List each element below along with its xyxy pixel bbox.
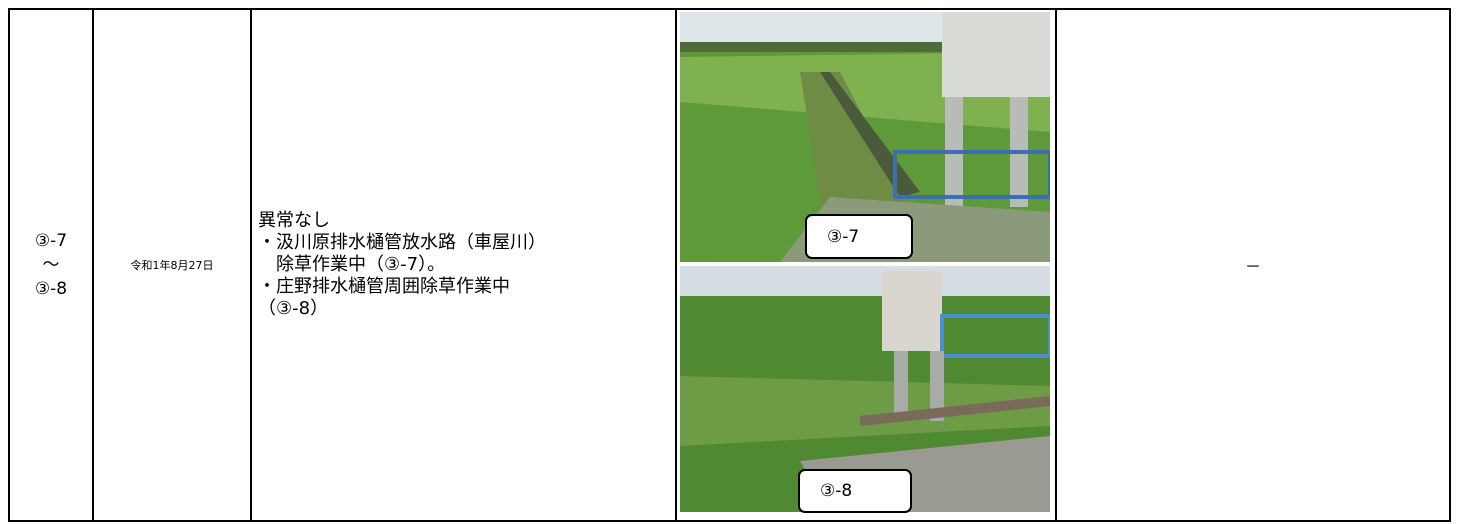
- description-line: （③-8）: [258, 298, 329, 319]
- description-line: ・庄野排水樋管周囲除草作業中: [258, 276, 510, 297]
- section-text: ～: [42, 255, 60, 275]
- remarks-cell: －: [1055, 8, 1451, 522]
- remarks-text: －: [1244, 257, 1261, 276]
- section-cell: ③-7 ～ ③-8: [8, 8, 94, 522]
- description-line: 異常なし: [258, 210, 330, 231]
- photo-cell: ③-7 ③-8: [675, 8, 1057, 522]
- photo: [680, 266, 1050, 512]
- date-cell: 令和1年8月27日: [92, 8, 252, 522]
- section-text: ③-7: [34, 231, 68, 251]
- description-cell: 異常なし ・汲川原排水樋管放水路（車屋川） 除草作業中（③-7）。 ・庄野排水樋…: [250, 8, 677, 522]
- description-line: ・汲川原排水樋管放水路（車屋川）: [258, 232, 546, 253]
- description-line: 除草作業中（③-7）。: [258, 254, 446, 275]
- section-text: ③-8: [34, 279, 68, 299]
- photo-caption: ③-8: [798, 469, 912, 513]
- photo-caption: ③-7: [805, 214, 913, 259]
- date-text: 令和1年8月27日: [130, 259, 214, 272]
- photo: [680, 12, 1050, 262]
